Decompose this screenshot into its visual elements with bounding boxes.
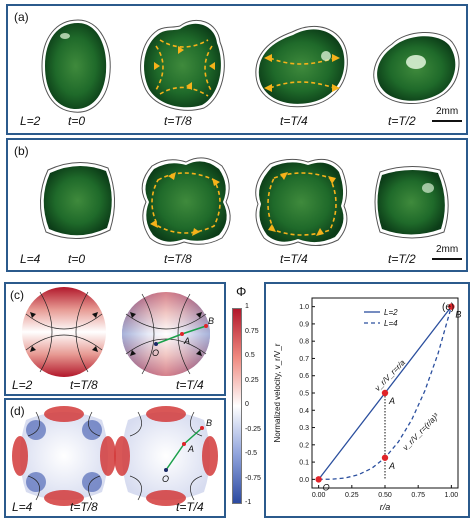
x-tick-label: 0.50 bbox=[378, 492, 392, 499]
data-point bbox=[381, 389, 389, 397]
drop-b-t8 bbox=[141, 157, 231, 246]
panel-b-time-2: t=T/4 bbox=[280, 252, 308, 266]
panel-a-time-1: t=T/8 bbox=[164, 114, 192, 128]
panel-b-time-0: t=0 bbox=[68, 252, 86, 266]
data-point bbox=[448, 303, 455, 310]
colorbar-tick-label: 0.25 bbox=[245, 376, 259, 384]
panel-a: (a) bbox=[6, 4, 468, 135]
panel-a-time-0: t=0 bbox=[68, 114, 86, 128]
panel-a-time-2: t=T/4 bbox=[280, 114, 308, 128]
x-tick-label: 1.00 bbox=[445, 492, 459, 499]
colorbar-tick-label: -0.75 bbox=[245, 474, 261, 482]
panel-b-drops bbox=[39, 157, 449, 246]
x-tick-label: 0.00 bbox=[312, 492, 326, 499]
colorbar-tick-label: 0.75 bbox=[245, 327, 259, 335]
panel-c-pt-B: B bbox=[208, 316, 215, 326]
colorbar-title: Φ bbox=[236, 284, 247, 299]
panel-c-L: L=2 bbox=[12, 378, 33, 392]
panel-e: 0.00 0.25 0.50 0.75 1.00 0.0 0.1 0.2 0.3 0.4 0.5 0.… bbox=[264, 282, 470, 518]
panel-b-label: (b) bbox=[14, 144, 29, 158]
y-tick-label: 0.2 bbox=[299, 442, 309, 449]
panel-d-time-1: t=T/4 bbox=[176, 500, 204, 514]
panel-d-pt-B: B bbox=[206, 418, 213, 428]
panel-b-scale-label: 2mm bbox=[436, 244, 459, 255]
panel-b: (b) bbox=[6, 138, 468, 272]
annotation-cubic: v_r/V_r=(r/a)³ bbox=[401, 411, 441, 452]
drop-b-t4 bbox=[255, 158, 348, 246]
y-tick-label: 0.0 bbox=[299, 477, 309, 484]
panel-c-label: (c) bbox=[10, 288, 24, 302]
panel-c-pt-O: O bbox=[152, 348, 160, 358]
legend-label: L=2 bbox=[384, 308, 398, 317]
panel-d-fields bbox=[12, 406, 218, 506]
field-d-t8 bbox=[12, 406, 116, 506]
y-tick-label: 0.5 bbox=[299, 391, 309, 398]
panel-a-drops bbox=[41, 19, 460, 113]
y-tick-label: 0.8 bbox=[299, 339, 309, 346]
y-tick-label: 0.9 bbox=[299, 321, 309, 328]
panel-c-time-0: t=T/8 bbox=[70, 378, 98, 392]
field-d-t4 bbox=[114, 406, 218, 506]
y-tick-label: 0.6 bbox=[299, 373, 309, 380]
panel-b-L: L=4 bbox=[20, 252, 41, 266]
y-tick-label: 0.7 bbox=[299, 356, 309, 363]
drop-a-t4 bbox=[255, 25, 348, 108]
drop-b-t2 bbox=[374, 166, 449, 239]
data-point bbox=[381, 454, 389, 461]
colorbar: Φ 1 0.75 0.5 0.25 0 -0.25 -0.5 -0.75 -1 bbox=[230, 282, 266, 518]
field-c-t4 bbox=[122, 292, 210, 376]
panel-a-scale-label: 2mm bbox=[436, 106, 459, 117]
data-point-label: B bbox=[455, 310, 461, 320]
panel-d-L: L=4 bbox=[12, 500, 33, 514]
panel-d-time-0: t=T/8 bbox=[70, 500, 98, 514]
colorbar-tick-label: 1 bbox=[245, 303, 249, 310]
panel-c-pt-A: A bbox=[184, 336, 191, 346]
annotation-linear: v_r/V_r=r/a bbox=[373, 358, 407, 393]
data-point bbox=[315, 476, 322, 483]
panel-c: (c) bbox=[4, 282, 226, 396]
data-point-label: A bbox=[388, 396, 395, 406]
panel-c-fields bbox=[22, 287, 210, 377]
panel-a-scalebar bbox=[432, 120, 462, 122]
colorbar-tick-label: -0.5 bbox=[245, 450, 258, 457]
colorbar-tick-label: -0.25 bbox=[245, 425, 261, 433]
x-axis-label: r/a bbox=[380, 502, 391, 512]
panel-a-label: (a) bbox=[14, 10, 29, 24]
y-tick-label: 0.4 bbox=[299, 408, 309, 415]
panel-d-pt-A: A bbox=[188, 444, 195, 454]
panel-d-pt-O: O bbox=[162, 474, 170, 484]
y-tick-label: 0.1 bbox=[299, 460, 309, 467]
colorbar-tick-label: 0 bbox=[245, 401, 249, 408]
y-axis-label: Normalized velocity, v_r/V_r bbox=[273, 343, 282, 442]
field-c-t8 bbox=[22, 287, 106, 377]
drop-b-t0 bbox=[39, 162, 116, 240]
panel-d-label: (d) bbox=[10, 404, 25, 418]
x-tick-label: 0.25 bbox=[345, 492, 359, 499]
data-point-label: O bbox=[323, 482, 330, 492]
colorbar-bar bbox=[232, 308, 242, 504]
colorbar-tick-label: -1 bbox=[245, 499, 252, 506]
panel-b-time-1: t=T/8 bbox=[164, 252, 192, 266]
y-tick-label: 1.0 bbox=[299, 304, 309, 311]
data-point-label: A bbox=[388, 461, 395, 471]
colorbar-tick-label: 0.5 bbox=[245, 352, 255, 359]
panel-d: (d) bbox=[4, 398, 226, 518]
drop-a-t2 bbox=[373, 31, 460, 105]
panel-b-time-3: t=T/2 bbox=[388, 252, 416, 266]
panel-e-label: (e) bbox=[442, 302, 454, 313]
panel-a-time-3: t=T/2 bbox=[388, 114, 416, 128]
panel-b-scalebar bbox=[432, 258, 462, 260]
panel-a-L: L=2 bbox=[20, 114, 41, 128]
drop-a-t0 bbox=[41, 19, 111, 113]
chart-e: 0.00 0.25 0.50 0.75 1.00 0.0 0.1 0.2 0.3 0.4 0.5 0.… bbox=[273, 297, 461, 512]
x-tick-label: 0.75 bbox=[411, 492, 425, 499]
panel-c-time-1: t=T/4 bbox=[176, 378, 204, 392]
y-tick-label: 0.3 bbox=[299, 425, 309, 432]
legend-label: L=4 bbox=[384, 319, 398, 328]
drop-a-t8 bbox=[140, 20, 225, 111]
